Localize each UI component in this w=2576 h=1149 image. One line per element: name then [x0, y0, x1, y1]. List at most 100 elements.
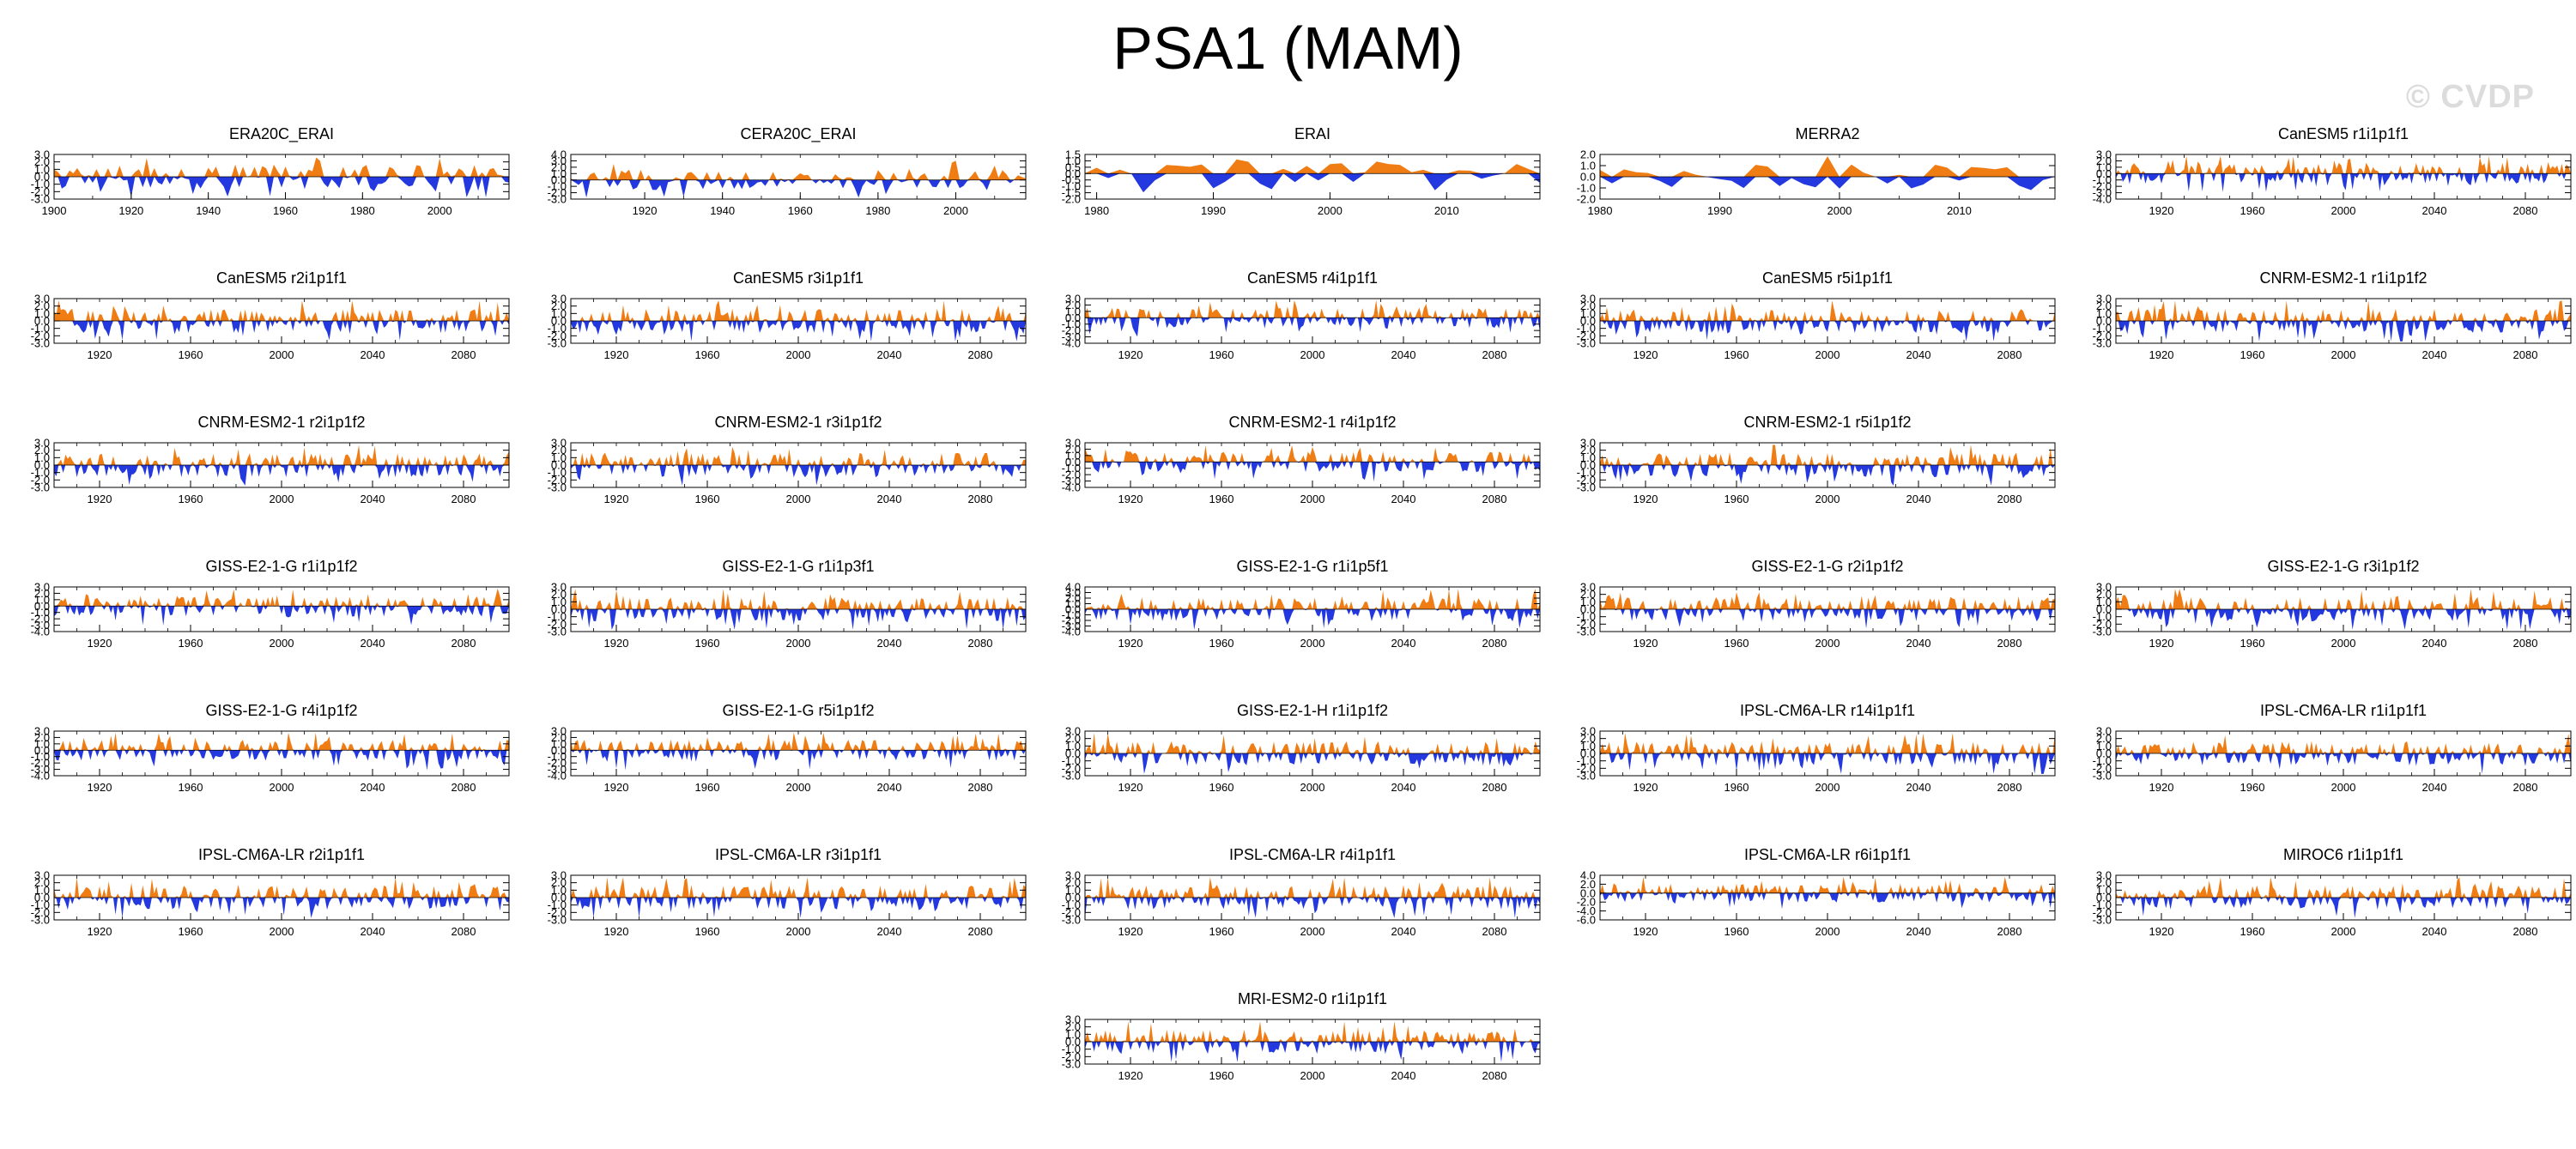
- y-tick-label: -1.0: [31, 606, 50, 619]
- y-tick-label: 2.0: [34, 299, 50, 312]
- x-tick-label: 1920: [2149, 204, 2174, 217]
- y-tick-label: 2.0: [1065, 592, 1081, 605]
- x-tick-label: 2040: [1391, 348, 1416, 361]
- x-tick-label: 2000: [786, 637, 811, 650]
- x-tick-label: 1960: [1724, 925, 1749, 938]
- y-tick-label: 1.0: [1580, 740, 1596, 753]
- x-tick-label: 1960: [695, 493, 720, 505]
- y-tick-label: -1.0: [1062, 317, 1081, 330]
- x-tick-label: 1960: [1209, 493, 1234, 505]
- y-tick-label: -2.0: [31, 330, 50, 342]
- x-tick-label: 1920: [604, 925, 629, 938]
- y-tick-label: 0.5: [1065, 160, 1081, 173]
- negative-anomaly-area: [1600, 609, 2055, 629]
- x-tick-label: 1990: [1707, 204, 1732, 217]
- y-tick-label: 1.0: [551, 737, 567, 750]
- y-tick-label: -1.0: [31, 898, 50, 911]
- x-tick-label: 1980: [865, 204, 890, 217]
- y-tick-label: 1.0: [551, 167, 567, 180]
- negative-anomaly-area: [1085, 609, 1540, 630]
- x-tick-label: 1920: [1118, 493, 1143, 505]
- positive-anomaly-area: [571, 446, 1026, 465]
- x-tick-label: 2080: [2513, 781, 2538, 794]
- x-tick-label: 2040: [2422, 348, 2447, 361]
- y-tick-label: 2.0: [34, 444, 50, 457]
- panel-title: GISS-E2-1-G r1i1p1f2: [205, 558, 357, 575]
- x-tick-label: 2080: [1997, 348, 2022, 361]
- x-tick-label: 1960: [1209, 1069, 1234, 1082]
- y-tick-label: -1.0: [548, 322, 567, 335]
- y-tick-label: 2.0: [34, 587, 50, 600]
- y-tick-label: 3.0: [1065, 586, 1081, 599]
- y-tick-label: 4.0: [551, 148, 567, 161]
- y-tick-label: -2.0: [1577, 330, 1596, 342]
- x-tick-label: 2040: [361, 781, 385, 794]
- positive-anomaly-area: [1085, 589, 1540, 609]
- x-tick-label: 1920: [1633, 637, 1658, 650]
- y-tick-label: -1.0: [1577, 466, 1596, 479]
- positive-anomaly-area: [1600, 876, 2055, 893]
- y-tick-label: -4.0: [2093, 193, 2112, 206]
- x-tick-label: 2040: [361, 637, 385, 650]
- negative-anomaly-area: [54, 750, 509, 771]
- x-tick-label: 1940: [710, 204, 735, 217]
- negative-anomaly-area: [1600, 321, 2055, 342]
- panel-22: GISS-E2-1-H r1i1p1f2 3.02.01.00.0-1.0-2.0…: [1062, 702, 1541, 794]
- y-tick-label: 3.0: [1065, 1013, 1081, 1026]
- y-tick-label: -1.0: [1577, 322, 1596, 335]
- y-tick-label: 2.0: [1580, 444, 1596, 457]
- panel-6: CanESM5 r2i1p1f1 3.02.01.00.0-1.0-2.0-3.0…: [31, 269, 510, 361]
- y-tick-label: -1.0: [548, 610, 567, 623]
- positive-anomaly-area: [571, 589, 1026, 609]
- x-tick-label: 1960: [179, 925, 203, 938]
- y-tick-label: -2.0: [548, 474, 567, 487]
- x-tick-label: 1990: [1201, 204, 1226, 217]
- y-tick-label: 1.0: [1065, 449, 1081, 462]
- negative-anomaly-area: [54, 898, 509, 918]
- negative-anomaly-area: [1085, 317, 1540, 337]
- panel-27: IPSL-CM6A-LR r4i1p1f1 3.02.01.00.0-1.0-2.…: [1062, 846, 1541, 938]
- negative-anomaly-area: [1085, 462, 1540, 482]
- x-tick-label: 2000: [1300, 348, 1325, 361]
- y-tick-label: -2.0: [2093, 906, 2112, 919]
- y-tick-label: 0.0: [1065, 167, 1081, 180]
- x-tick-label: 2080: [2513, 925, 2538, 938]
- y-tick-label: -1.0: [1062, 1043, 1081, 1055]
- y-tick-label: -4.0: [548, 770, 567, 783]
- x-tick-label: 2000: [2331, 348, 2356, 361]
- y-tick-label: -3.0: [2093, 337, 2112, 350]
- y-tick-label: 2.0: [1065, 299, 1081, 311]
- y-tick-label: 1.0: [2096, 307, 2112, 320]
- y-tick-label: -4.0: [31, 770, 50, 783]
- x-tick-label: 2000: [943, 204, 968, 217]
- x-tick-label: 2080: [452, 637, 476, 650]
- y-tick-label: -1.0: [31, 750, 50, 763]
- x-tick-label: 2040: [877, 781, 902, 794]
- x-tick-label: 1920: [88, 925, 112, 938]
- panel-20: GISS-E2-1-G r4i1p1f2 3.02.01.00.0-1.0-2.0…: [31, 702, 510, 794]
- y-tick-label: -4.0: [1062, 626, 1081, 638]
- panel-title: CNRM-ESM2-1 r3i1p1f2: [714, 414, 882, 431]
- x-tick-label: 2000: [270, 493, 294, 505]
- y-tick-label: -4.0: [1062, 481, 1081, 494]
- y-tick-label: 3.0: [1580, 293, 1596, 305]
- y-tick-label: -3.0: [2093, 626, 2112, 638]
- y-tick-label: -4.0: [1062, 337, 1081, 350]
- y-tick-label: -3.0: [31, 914, 50, 927]
- y-tick-label: 1.0: [1065, 154, 1081, 167]
- y-tick-label: -2.0: [1577, 896, 1596, 909]
- panel-title: ERA20C_ERAI: [229, 125, 334, 143]
- y-tick-label: 2.0: [551, 299, 567, 312]
- y-tick-label: 0.0: [1065, 311, 1081, 324]
- x-tick-label: 1960: [2240, 348, 2265, 361]
- y-tick-label: -2.0: [31, 757, 50, 770]
- panel-5: CanESM5 r1i1p1f1 3.02.01.00.0-1.0-2.0-3.0…: [2093, 125, 2572, 217]
- x-tick-label: 1960: [1209, 925, 1234, 938]
- x-tick-label: 1960: [179, 348, 203, 361]
- y-tick-label: 3.0: [1580, 437, 1596, 450]
- panel-9: CanESM5 r5i1p1f1 3.02.01.00.0-1.0-2.0-3.0…: [1577, 269, 2056, 361]
